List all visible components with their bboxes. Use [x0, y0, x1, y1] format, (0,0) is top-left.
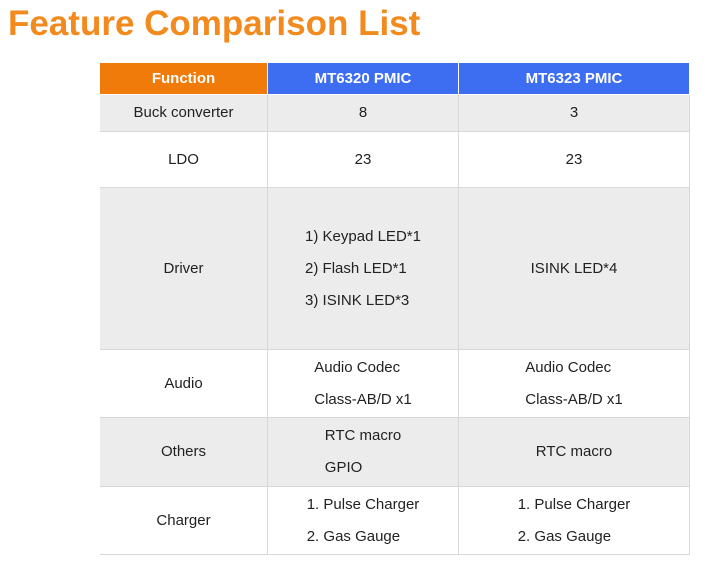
- cell-line: Class-AB/D x1: [314, 390, 412, 408]
- cell-line: Others: [160, 443, 206, 460]
- table-cell: 23: [268, 132, 459, 188]
- cell-line: 23: [354, 150, 372, 168]
- cell-line: ISINK LED*4: [530, 259, 618, 277]
- table-cell: 8: [268, 95, 459, 132]
- cell-line: 1. Pulse Charger: [306, 495, 420, 513]
- cell-content: Charger: [156, 505, 210, 537]
- cell-content: Audio: [164, 368, 202, 400]
- table-cell: RTC macro: [459, 418, 690, 487]
- cell-line: 23: [565, 150, 583, 168]
- cell-line: Audio: [164, 374, 203, 392]
- cell-content: 23: [566, 144, 583, 176]
- cell-content: 1. Pulse Charger 2. Gas Gauge: [518, 489, 631, 553]
- cell-line: LDO: [168, 150, 199, 168]
- cell-line: 1. Pulse Charger: [517, 495, 631, 513]
- cell-line: Driver: [163, 259, 204, 277]
- cell-content: RTC macro GPIO: [325, 420, 401, 484]
- cell-line: GPIO: [324, 459, 363, 476]
- cell-content: 8: [359, 97, 367, 129]
- cell-content: Buck converter: [133, 97, 233, 129]
- cell-content: ISINK LED*4: [531, 253, 618, 285]
- cell-line: RTC macro: [324, 427, 402, 444]
- cell-content: Driver: [164, 253, 204, 285]
- cell-line: 1) Keypad LED*1: [305, 227, 421, 245]
- cell-line: 2. Gas Gauge: [306, 527, 401, 545]
- table-cell: RTC macro GPIO: [268, 418, 459, 487]
- header-cell: Function: [100, 63, 268, 95]
- page-title: Feature Comparison List: [8, 4, 421, 43]
- cell-content: Others: [161, 436, 206, 468]
- cell-line: Class-AB/D x1: [525, 390, 623, 408]
- table-cell: Audio Codec Class-AB/D x1: [268, 350, 459, 418]
- table-cell: Buck converter: [100, 95, 268, 132]
- cell-line: Audio Codec: [314, 358, 401, 376]
- table-cell: Others: [100, 418, 268, 487]
- cell-line: 3: [569, 104, 579, 121]
- header-cell: MT6323 PMIC: [459, 63, 690, 95]
- table-cell: 23: [459, 132, 690, 188]
- cell-content: 1) Keypad LED*1 2) Flash LED*1 3) ISINK LE…: [305, 221, 421, 317]
- cell-line: Audio Codec: [525, 358, 612, 376]
- table-cell: Audio Codec Class-AB/D x1: [459, 350, 690, 418]
- table-cell: Audio: [100, 350, 268, 418]
- cell-content: 3: [570, 97, 578, 129]
- table-cell: Driver: [100, 188, 268, 350]
- cell-line: RTC macro: [535, 443, 613, 460]
- table-cell: ISINK LED*4: [459, 188, 690, 350]
- cell-content: 23: [355, 144, 372, 176]
- cell-line: Buck converter: [133, 104, 234, 121]
- cell-content: Audio Codec Class-AB/D x1: [525, 352, 623, 416]
- cell-content: 1. Pulse Charger 2. Gas Gauge: [307, 489, 420, 553]
- table-cell: 1) Keypad LED*1 2) Flash LED*1 3) ISINK LE…: [268, 188, 459, 350]
- table-cell: 1. Pulse Charger 2. Gas Gauge: [459, 487, 690, 555]
- cell-line: 8: [358, 104, 368, 121]
- cell-content: RTC macro: [536, 436, 612, 468]
- header-cell: MT6320 PMIC: [268, 63, 459, 95]
- table-cell: 3: [459, 95, 690, 132]
- cell-line: 3) ISINK LED*3: [305, 291, 410, 309]
- table-cell: Charger: [100, 487, 268, 555]
- cell-line: 2) Flash LED*1: [305, 259, 407, 277]
- cell-content: LDO: [168, 144, 199, 176]
- table-cell: 1. Pulse Charger 2. Gas Gauge: [268, 487, 459, 555]
- cell-line: 2. Gas Gauge: [517, 527, 612, 545]
- cell-content: Audio Codec Class-AB/D x1: [314, 352, 412, 416]
- table-cell: LDO: [100, 132, 268, 188]
- cell-line: Charger: [156, 511, 211, 529]
